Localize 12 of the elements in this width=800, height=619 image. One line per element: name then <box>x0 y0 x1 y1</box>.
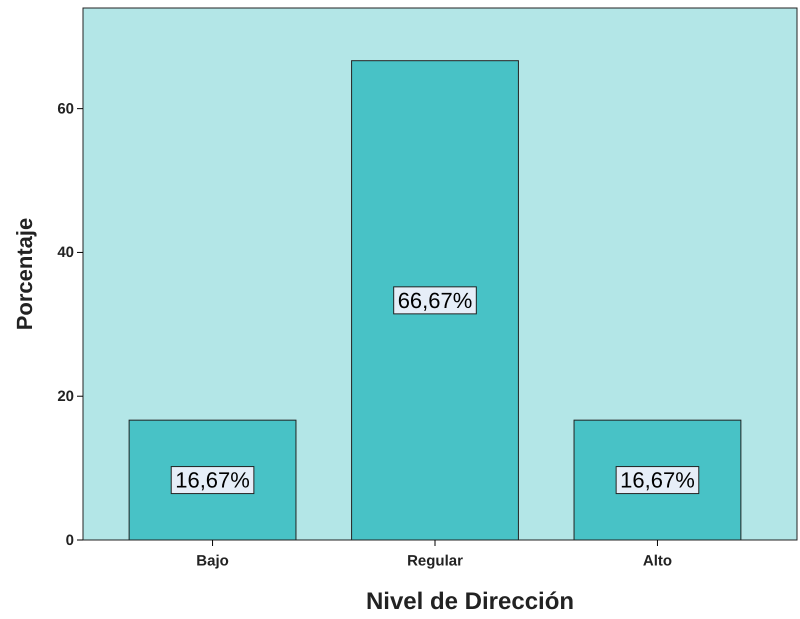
data-label: 16,67% <box>620 468 695 493</box>
data-label: 66,67% <box>398 288 472 313</box>
y-tick-label: 20 <box>57 388 74 406</box>
data-label: 16,67% <box>175 468 250 493</box>
y-tick-label: 0 <box>66 532 74 549</box>
y-tick-label: 60 <box>57 100 74 118</box>
x-axis-title: Nivel de Dirección <box>366 588 574 615</box>
x-tick-label: Bajo <box>196 552 229 570</box>
y-tick-label: 40 <box>57 244 74 262</box>
y-axis-title: Porcentaje <box>12 218 37 330</box>
x-tick-label: Regular <box>407 552 464 570</box>
x-tick-label: Alto <box>642 552 672 570</box>
